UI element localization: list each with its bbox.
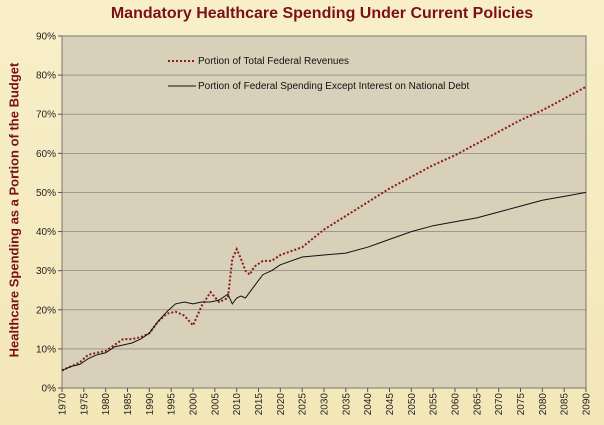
- gridlines: [58, 35, 587, 392]
- x-tick-label: 2000: [189, 393, 200, 416]
- y-tick-label: 0%: [42, 384, 57, 395]
- y-tick-label: 10%: [36, 344, 56, 355]
- y-tick-label: 70%: [36, 110, 56, 121]
- y-tick-label: 60%: [36, 149, 56, 160]
- x-tick-label: 2015: [254, 393, 265, 416]
- series-lines: [61, 85, 587, 372]
- x-tick-label: 2065: [472, 393, 483, 416]
- y-tick-labels: 0% 10% 20% 30% 40% 50% 60% 70% 80% 90%: [36, 32, 56, 395]
- x-tick-label: 2040: [363, 393, 374, 416]
- x-tick-label: 1975: [79, 393, 90, 416]
- x-tick-label: 2055: [429, 393, 440, 416]
- legend: Portion of Total Federal Revenues Portio…: [168, 56, 469, 92]
- legend-label-revenues: Portion of Total Federal Revenues: [198, 56, 349, 67]
- x-tick-label: 1980: [101, 393, 112, 416]
- chart-title: Mandatory Healthcare Spending Under Curr…: [110, 5, 534, 22]
- y-tick-label: 40%: [36, 227, 56, 238]
- y-tick-label: 20%: [36, 305, 56, 316]
- x-tick-label: 2085: [560, 393, 571, 416]
- x-tick-label: 2090: [582, 393, 593, 416]
- y-tick-label: 80%: [36, 71, 56, 82]
- series-line-spending: [61, 191, 587, 371]
- x-tick-label: 2070: [494, 393, 505, 416]
- x-tick-label: 1985: [123, 393, 134, 416]
- x-tick-label: 1995: [167, 393, 178, 416]
- y-tick-label: 90%: [36, 32, 56, 43]
- x-tick-label: 2020: [276, 393, 287, 416]
- x-tick-label: 2060: [451, 393, 462, 416]
- x-tick-label: 1970: [58, 393, 69, 416]
- x-tick-label: 2050: [407, 393, 418, 416]
- y-tick-label: 50%: [36, 188, 56, 199]
- series-line-revenues: [61, 85, 587, 372]
- x-tick-label: 2005: [210, 393, 221, 416]
- x-tick-label: 2010: [232, 393, 243, 416]
- x-tick-label: 2080: [538, 393, 549, 416]
- x-tick-label: 2030: [320, 393, 331, 416]
- y-tick-label: 30%: [36, 266, 56, 277]
- x-tick-label: 2035: [341, 393, 352, 416]
- x-tick-label: 2075: [516, 393, 527, 416]
- x-tick-labels: 1970 1975 1980 1985 1990 1995 2000 2005 2010 2015…: [58, 393, 593, 416]
- x-tick-label: 1990: [145, 393, 156, 416]
- legend-label-spending: Portion of Federal Spending Except Inter…: [198, 81, 469, 92]
- x-tick-label: 2025: [298, 393, 309, 416]
- x-tick-label: 2045: [385, 393, 396, 416]
